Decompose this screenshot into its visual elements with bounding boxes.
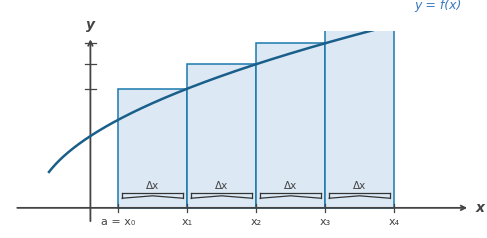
Text: x₄: x₄ — [389, 218, 400, 228]
Bar — [256, 43, 325, 208]
Text: y: y — [86, 18, 95, 32]
Text: x: x — [475, 201, 485, 215]
Text: Δx: Δx — [146, 181, 159, 191]
Text: a = x₀: a = x₀ — [101, 218, 135, 228]
Text: Δx: Δx — [353, 181, 366, 191]
Text: Δx: Δx — [215, 181, 228, 191]
Bar — [325, 25, 394, 208]
Text: x₃: x₃ — [319, 218, 331, 228]
Text: x₁: x₁ — [182, 218, 192, 228]
Text: x₂: x₂ — [250, 218, 262, 228]
Text: y = f(x): y = f(x) — [415, 0, 462, 11]
Bar — [118, 89, 187, 208]
Bar — [187, 64, 256, 208]
Text: Δx: Δx — [284, 181, 297, 191]
